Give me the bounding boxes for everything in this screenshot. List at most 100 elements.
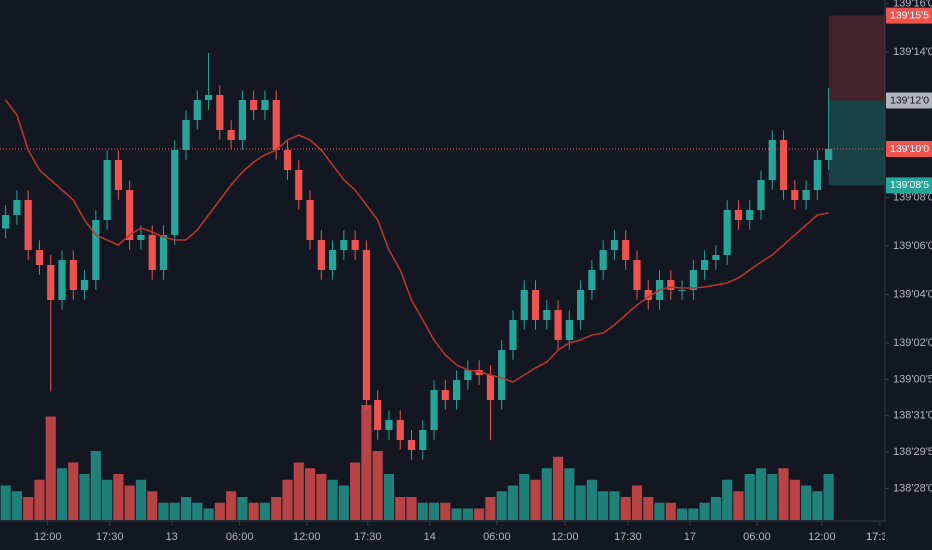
volume-bar (124, 485, 135, 520)
y-tick-label: 139'16'0 (893, 0, 932, 9)
y-tick-label: 139'14'0 (893, 46, 932, 58)
candle-body (283, 150, 292, 171)
volume-bar (722, 479, 733, 520)
y-tick-label: 139'00'5 (893, 373, 932, 385)
candle-body (182, 119, 190, 151)
volume-bar (631, 485, 643, 520)
candle-body (396, 420, 404, 440)
candle-body (374, 400, 382, 430)
candle-body (148, 234, 156, 270)
candle-body (622, 240, 630, 261)
volume-bar (507, 485, 519, 520)
candle-body (261, 100, 269, 111)
volume-bar (214, 502, 225, 520)
y-tick-label: 138'31'0 (893, 410, 932, 422)
y-tick-label: 139'04'0 (893, 288, 932, 300)
candle-body (58, 260, 66, 301)
y-tick-label: 138'28'0 (893, 482, 932, 494)
candle-body (47, 265, 55, 301)
plot-area (0, 15, 885, 520)
price-label: 139'10'0 (890, 143, 929, 155)
candle-body (768, 139, 776, 181)
price-label: 139'08'5 (890, 179, 929, 191)
candle-body (204, 94, 213, 101)
y-tick-label: 139'02'0 (893, 337, 932, 349)
candle-body (701, 260, 709, 270)
volume-bar (575, 485, 586, 520)
candle-body (576, 289, 585, 321)
volume-bar (316, 474, 327, 520)
candle-body (802, 190, 810, 200)
candle-body (340, 240, 348, 251)
x-tick-label: 12:00 (808, 531, 836, 543)
candle-body (712, 254, 720, 261)
volume-bar (823, 474, 834, 520)
candle-body (126, 190, 134, 241)
candle-body (92, 219, 100, 280)
candle-body (385, 420, 393, 430)
candle-body (171, 150, 179, 235)
x-tick-label: 17:30 (96, 531, 124, 543)
volume-bar (68, 462, 79, 520)
volume-bar (293, 462, 304, 520)
volume-bar (767, 474, 778, 520)
candle-body (351, 240, 359, 251)
candle-body (565, 320, 573, 341)
volume-bar (372, 451, 383, 520)
x-tick-label: 06:00 (226, 531, 254, 543)
volume-bar (135, 479, 146, 520)
volume-bar (79, 474, 90, 520)
candle-body (328, 250, 337, 270)
volume-bar (383, 474, 395, 520)
candle-body (531, 289, 540, 321)
volume-bar (226, 491, 237, 520)
x-tick-label: 14 (424, 531, 436, 543)
volume-bar (11, 491, 22, 520)
time-axis-mask (885, 522, 932, 550)
x-tick-label: 12:00 (551, 531, 579, 543)
volume-bar (45, 416, 56, 520)
candle-body (24, 199, 32, 251)
candle-body (779, 139, 788, 191)
candle-body (486, 375, 495, 401)
volume-bar (564, 468, 575, 520)
candle-body (103, 160, 111, 220)
price-label-box (886, 7, 932, 24)
candle-body (250, 100, 258, 111)
volume-bar (541, 468, 552, 520)
volume-bar (102, 479, 113, 520)
volume-bar (440, 502, 451, 520)
volume-bar (361, 405, 372, 520)
volume-bar (158, 502, 169, 520)
volume-bar (462, 508, 473, 520)
candle-body (80, 279, 89, 290)
volume-bar (282, 479, 293, 520)
candle-body (689, 269, 697, 290)
candle-body (227, 129, 235, 140)
candle-body (734, 209, 743, 220)
candle-body (746, 209, 754, 220)
candle-body (419, 429, 427, 451)
candle-body (13, 199, 21, 216)
candle-body (114, 160, 122, 191)
candle-body (644, 289, 652, 301)
price-label-box (886, 92, 932, 109)
x-tick-label: 17:30 (354, 531, 382, 543)
y-tick-label: 138'29'5 (893, 446, 932, 458)
volume-bar (654, 502, 665, 520)
price-axis-panel (885, 0, 932, 550)
candle-body (216, 94, 224, 130)
volume-bar (474, 508, 485, 520)
candle-body (825, 148, 833, 161)
volume-bar (676, 508, 688, 520)
volume-bar (789, 479, 800, 520)
volume-bar (180, 497, 192, 520)
volume-bar (733, 491, 744, 520)
volume-bar (586, 479, 597, 520)
candle-body (509, 320, 517, 350)
y-tick-label: 139'06'0 (893, 240, 932, 252)
volume-bar (744, 474, 755, 520)
candle-body (667, 279, 675, 290)
